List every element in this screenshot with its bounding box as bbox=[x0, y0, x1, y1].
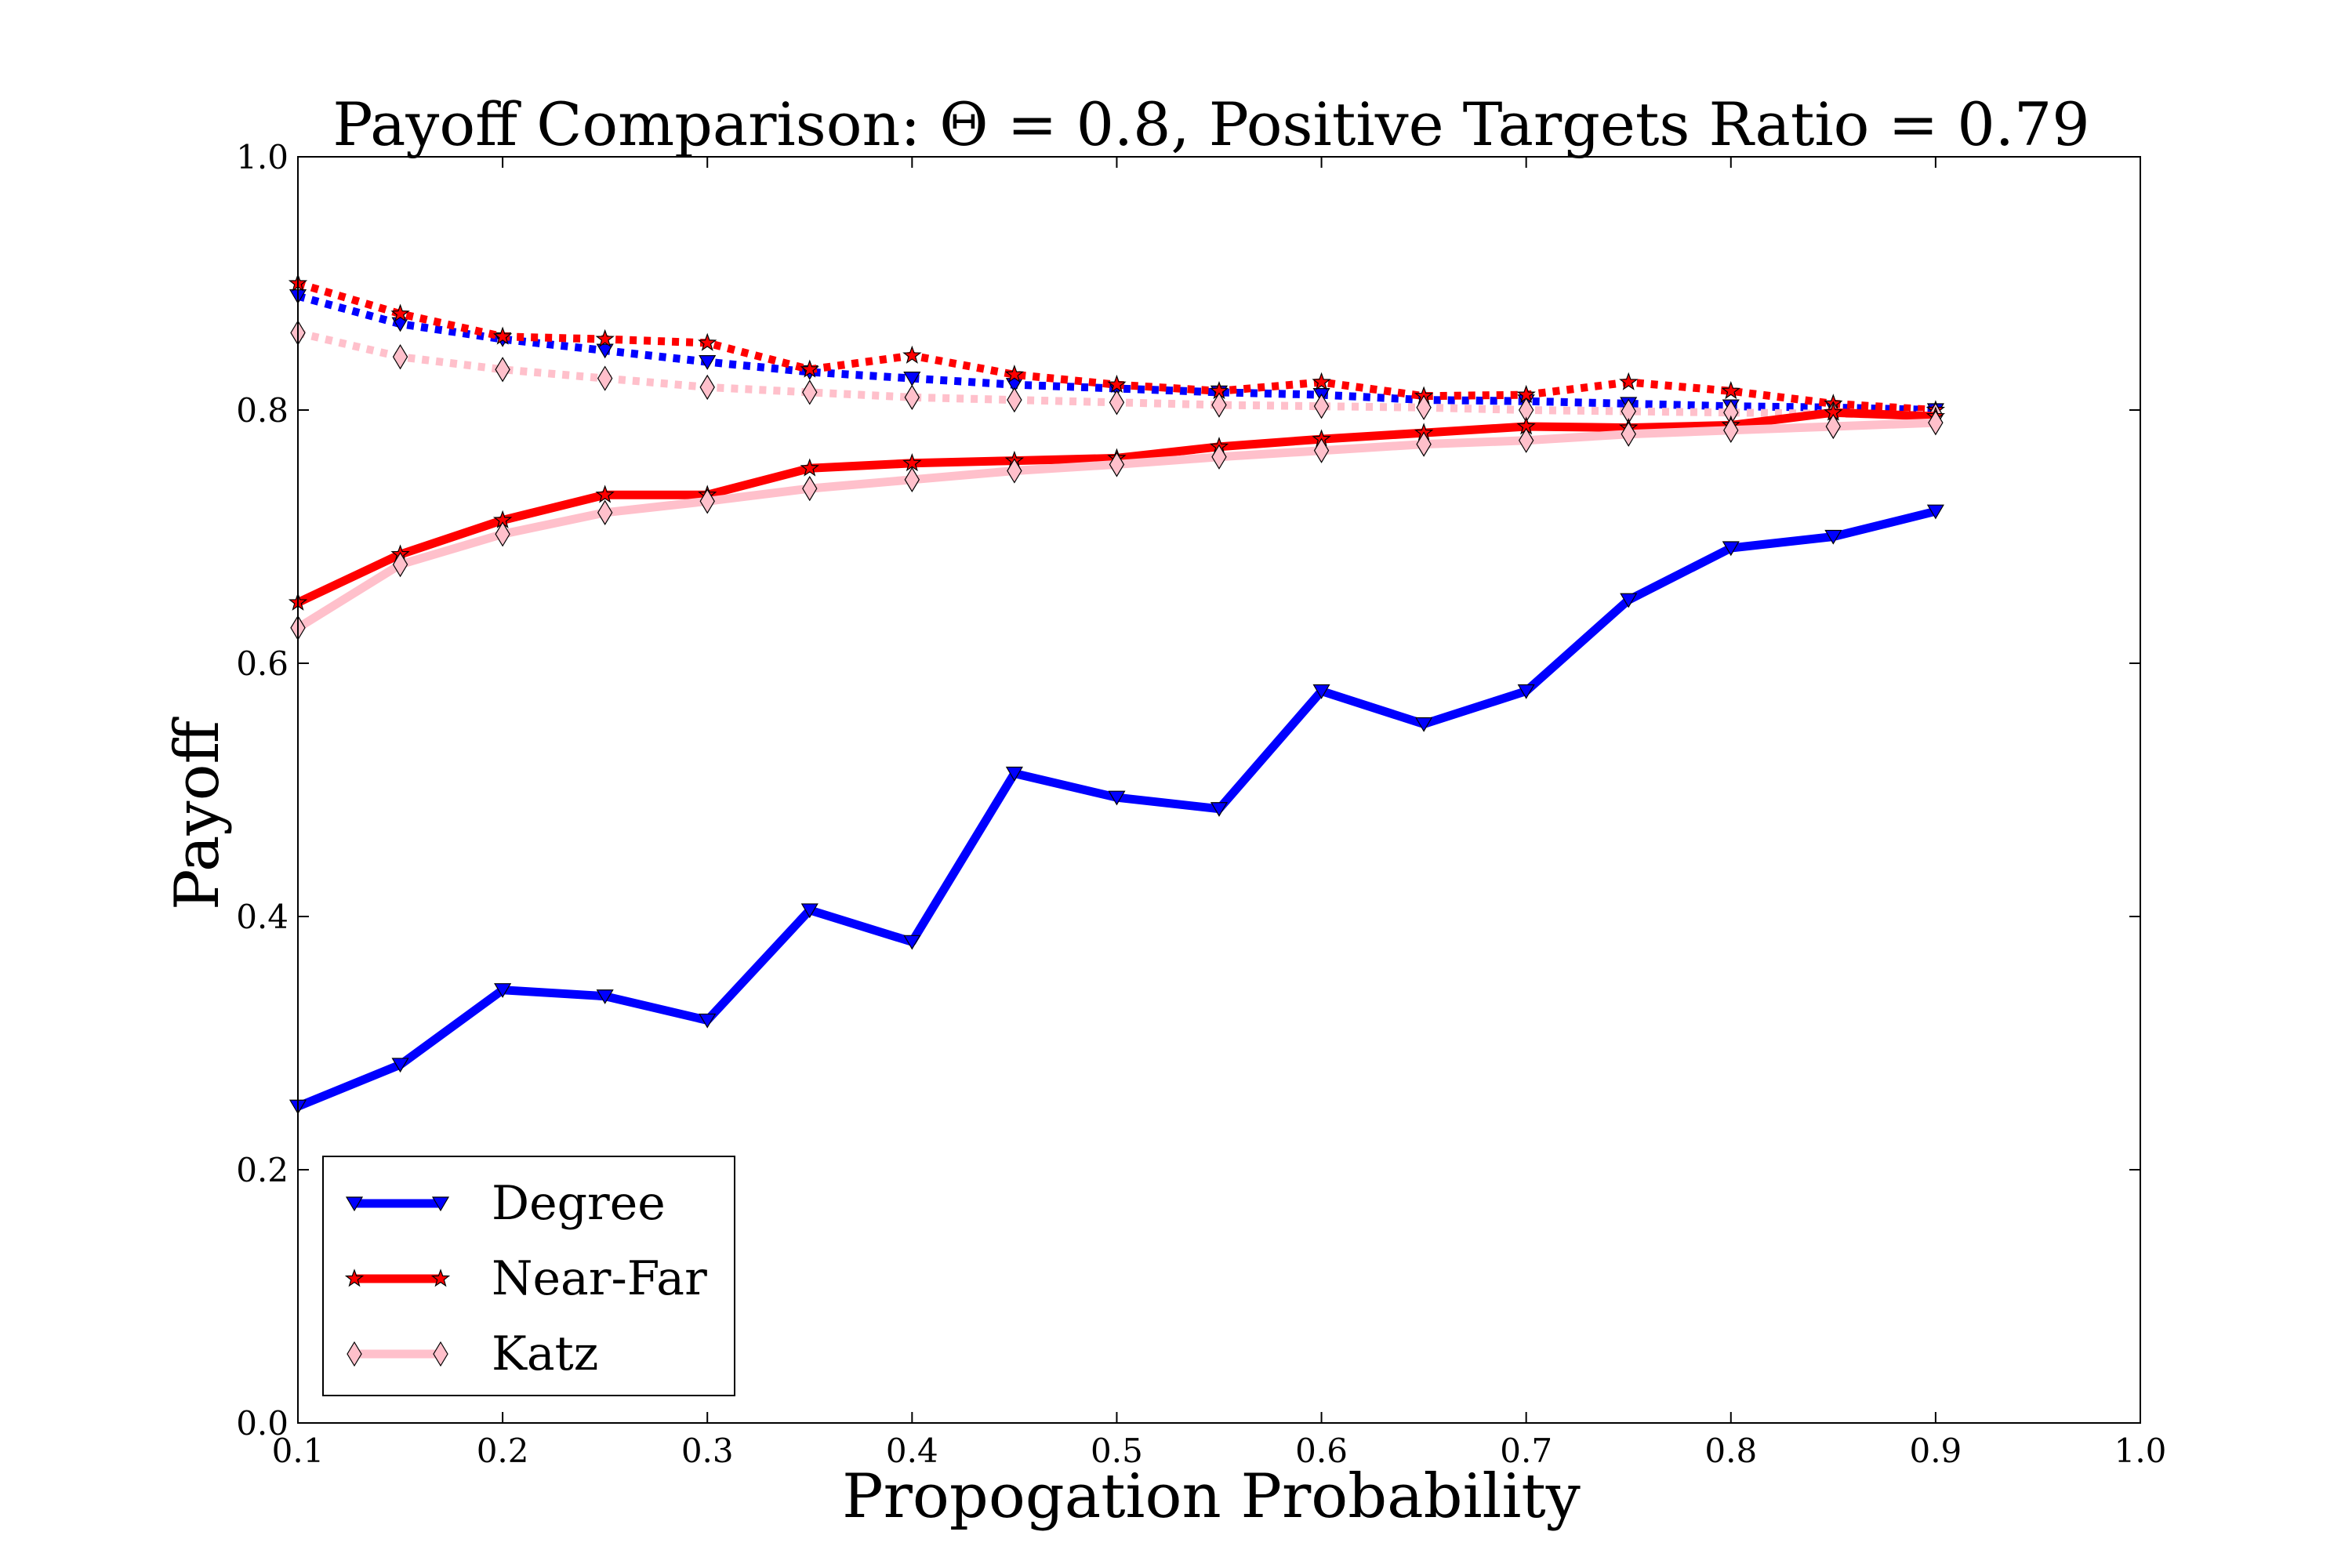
data-point-katz bbox=[392, 551, 408, 578]
data-point-series-4-dotted bbox=[1312, 372, 1331, 390]
data-point-series-4-dotted bbox=[390, 303, 410, 322]
data-point-series-5-dotted bbox=[699, 374, 715, 401]
data-point-near-far bbox=[595, 485, 615, 503]
data-point-degree bbox=[494, 983, 512, 998]
x-tick-label: 1.0 bbox=[2114, 1432, 2167, 1470]
data-point-series-4-dotted bbox=[698, 332, 717, 351]
data-point-katz bbox=[1211, 444, 1227, 470]
data-point-near-far bbox=[902, 453, 922, 472]
data-point-degree bbox=[1312, 684, 1330, 699]
data-point-degree bbox=[1620, 593, 1638, 608]
x-tick-label: 0.8 bbox=[1704, 1432, 1757, 1470]
data-point-series-5-dotted bbox=[392, 344, 408, 370]
data-point-series-4-dotted bbox=[1721, 381, 1740, 400]
data-point-katz bbox=[1825, 413, 1842, 440]
plot-area: 0.1 0.2 0.3 0.4 0.5 0.6 0.7 0.8 0.9 1.0 0.0 0.2 0.4 0… bbox=[236, 138, 2166, 1470]
data-point-katz bbox=[904, 466, 920, 492]
legend-marker-katz bbox=[433, 1341, 448, 1367]
legend-label-katz: Katz bbox=[492, 1327, 598, 1381]
data-point-katz bbox=[1621, 421, 1636, 447]
x-tick-label: 0.1 bbox=[272, 1432, 325, 1470]
data-point-series-5-dotted bbox=[1416, 394, 1432, 420]
data-point-degree bbox=[1722, 541, 1740, 557]
data-point-degree bbox=[1415, 717, 1433, 732]
legend-marker-degree bbox=[431, 1196, 450, 1212]
legend-marker-near-far bbox=[344, 1269, 365, 1287]
x-tick-label: 0.2 bbox=[477, 1432, 529, 1470]
chart-title: Payoff Comparison: Θ = 0.8, Positive Tar… bbox=[332, 89, 2089, 159]
data-point-series-4-dotted bbox=[1004, 365, 1025, 383]
data-point-series-4-dotted bbox=[902, 345, 922, 364]
data-point-series-5-dotted bbox=[495, 357, 510, 383]
data-point-degree bbox=[596, 989, 614, 1004]
legend-label-degree: Degree bbox=[492, 1176, 666, 1231]
data-point-katz bbox=[495, 521, 510, 547]
data-point-degree bbox=[1824, 529, 1842, 545]
y-axis-label: Payoff bbox=[162, 716, 233, 910]
legend: Degree Near-Far Katz bbox=[322, 1156, 735, 1396]
data-point-katz bbox=[1723, 417, 1739, 444]
data-point-series-4-dotted bbox=[1107, 374, 1127, 394]
data-point-series-5-dotted bbox=[802, 379, 818, 405]
series-degree bbox=[289, 504, 1944, 1115]
data-point-katz bbox=[1416, 431, 1432, 457]
x-tick-label: 0.3 bbox=[681, 1432, 734, 1470]
data-point-series-4-dotted bbox=[595, 328, 615, 347]
data-point-degree bbox=[1210, 802, 1229, 817]
x-axis-label: Propogation Probability bbox=[842, 1461, 1581, 1532]
x-tick-label: 0.7 bbox=[1500, 1432, 1552, 1470]
data-point-series-5-dotted bbox=[1313, 393, 1330, 419]
data-point-katz bbox=[802, 475, 818, 502]
data-point-series-4-dotted bbox=[800, 359, 819, 378]
data-point-katz bbox=[1928, 409, 1944, 436]
series-line-series-3-dotted bbox=[296, 292, 1936, 414]
legend-marker-near-far bbox=[430, 1269, 451, 1287]
data-point-series-5-dotted bbox=[597, 365, 613, 391]
data-point-degree bbox=[903, 935, 921, 950]
x-tick-label: 0.6 bbox=[1295, 1432, 1348, 1470]
series-series-4-dotted bbox=[288, 273, 1946, 419]
y-tick-label: 0.8 bbox=[236, 391, 289, 430]
data-point-katz bbox=[597, 499, 613, 525]
data-point-series-4-dotted bbox=[492, 326, 513, 345]
data-point-series-3-dotted bbox=[699, 355, 717, 370]
data-point-degree bbox=[699, 1013, 717, 1029]
y-tick-label: 1.0 bbox=[236, 138, 289, 176]
legend-label-near-far: Near-Far bbox=[492, 1251, 707, 1306]
data-point-katz bbox=[699, 488, 715, 514]
x-tick-label: 0.5 bbox=[1091, 1432, 1143, 1470]
data-point-katz bbox=[1313, 437, 1330, 463]
data-point-katz bbox=[1109, 452, 1125, 477]
data-point-series-5-dotted bbox=[1109, 390, 1125, 416]
x-tick-label: 0.4 bbox=[886, 1432, 938, 1470]
data-point-degree bbox=[391, 1058, 409, 1073]
data-point-series-5-dotted bbox=[904, 384, 920, 411]
data-point-series-4-dotted bbox=[1619, 372, 1639, 390]
data-point-series-3-dotted bbox=[596, 343, 614, 359]
data-point-katz bbox=[1007, 458, 1022, 484]
data-point-degree bbox=[1005, 766, 1023, 782]
y-tick-label: 0.2 bbox=[236, 1151, 289, 1189]
legend-marker-katz bbox=[347, 1341, 362, 1367]
legend-marker-degree bbox=[345, 1196, 364, 1212]
data-point-near-far bbox=[800, 458, 819, 477]
data-point-degree bbox=[1517, 684, 1535, 699]
y-tick-label: 0.0 bbox=[236, 1404, 289, 1443]
x-tick-label: 0.9 bbox=[1909, 1432, 1962, 1470]
data-point-degree bbox=[1108, 790, 1126, 806]
y-tick-label: 0.4 bbox=[236, 898, 289, 936]
y-tick-label: 0.6 bbox=[236, 644, 289, 683]
data-point-series-3-dotted bbox=[903, 372, 921, 387]
data-point-degree bbox=[1926, 504, 1944, 520]
data-point-degree bbox=[800, 903, 818, 919]
data-point-series-5-dotted bbox=[1211, 392, 1227, 418]
plot-frame bbox=[297, 156, 2141, 1424]
data-point-series-5-dotted bbox=[1007, 387, 1022, 413]
data-point-katz bbox=[1518, 427, 1534, 453]
